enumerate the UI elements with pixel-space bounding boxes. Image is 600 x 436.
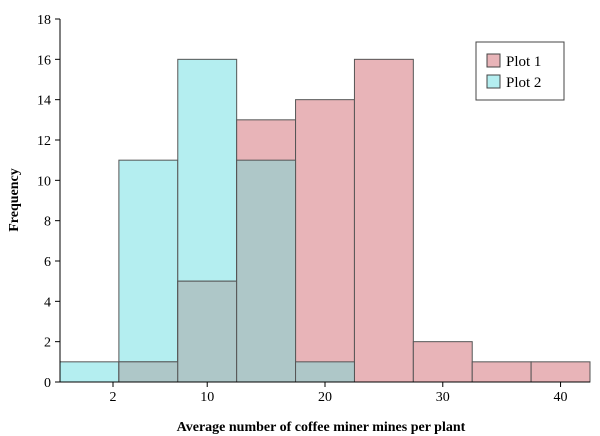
plot2-bar: [118, 159, 179, 383]
overlap-bar: [118, 361, 179, 383]
overlap-bar: [295, 361, 355, 383]
plot1-bar: [471, 361, 532, 383]
legend-swatch-plot1: [486, 53, 501, 68]
plot1-bar: [412, 341, 473, 383]
legend-label-plot1: Plot 1: [506, 54, 541, 70]
x-axis-ticks: 2 10 20 30 40: [110, 382, 568, 405]
overlap-bars: [118, 159, 355, 383]
plot1-bar: [295, 99, 355, 383]
legend-swatch-plot2: [486, 74, 501, 89]
x-tick-label: 30: [436, 390, 450, 405]
x-axis-title: Average number of coffee miner mines per…: [177, 420, 466, 435]
legend-box: [475, 41, 565, 101]
overlap-bar: [236, 159, 297, 383]
x-tick-label: 40: [554, 390, 568, 405]
plot2-bar: [59, 361, 120, 383]
x-tick-label: 20: [318, 390, 332, 405]
y-tick-label: 10: [37, 174, 51, 189]
y-axis-ticks: 0 2 4 6 8 10 12 14 16 18: [37, 13, 60, 391]
y-tick-label: 0: [44, 376, 51, 391]
y-tick-label: 12: [37, 134, 51, 149]
y-tick-label: 16: [37, 53, 51, 68]
y-tick-label: 14: [37, 94, 51, 109]
y-axis-title: Frequency: [7, 168, 22, 232]
y-tick-label: 6: [44, 255, 51, 270]
legend: Plot 1 Plot 2: [475, 41, 565, 101]
y-tick-label: 2: [44, 336, 51, 351]
plot1-bar: [353, 58, 414, 383]
overlap-bar: [177, 280, 238, 383]
legend-label-plot2: Plot 2: [506, 75, 541, 91]
y-tick-label: 18: [37, 13, 51, 28]
x-tick-label: 2: [110, 390, 117, 405]
y-tick-label: 8: [44, 215, 51, 230]
y-tick-label: 4: [44, 295, 51, 310]
plot1-bar: [530, 361, 591, 383]
x-tick-label: 10: [200, 390, 214, 405]
